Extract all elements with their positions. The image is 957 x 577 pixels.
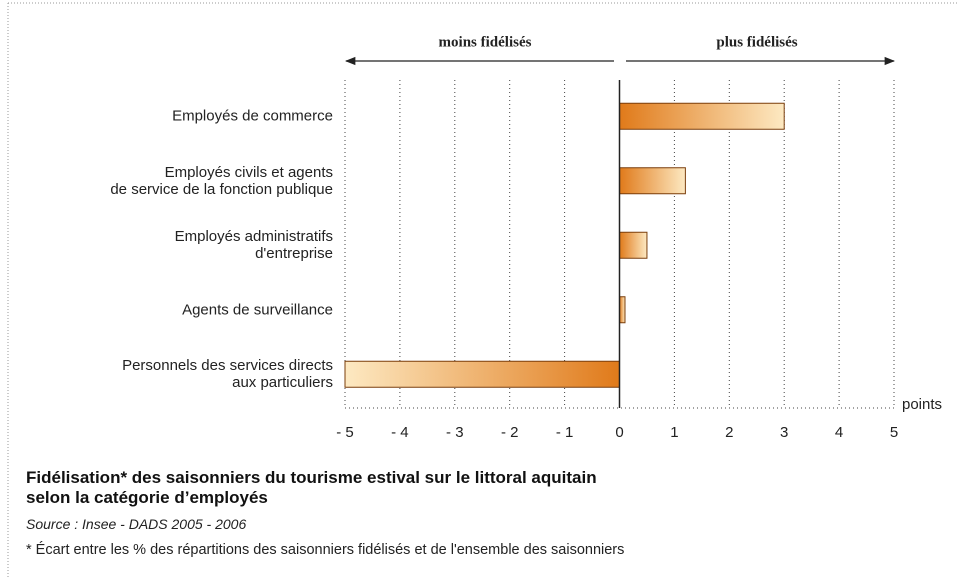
x-tick-label: 3	[780, 424, 788, 441]
category-label: Agents de surveillance	[182, 301, 333, 319]
x-tick-label: - 3	[446, 424, 464, 441]
x-tick-label: 5	[890, 424, 898, 441]
category-label: Employés administratifs d'entreprise	[174, 228, 333, 263]
bar	[619, 231, 648, 259]
x-tick-label: 4	[835, 424, 843, 441]
x-axis-label: points	[902, 396, 942, 413]
source: Source : Insee - DADS 2005 - 2006	[26, 516, 247, 532]
x-tick-label: - 1	[556, 424, 574, 441]
footnote: * Écart entre les % des répartitions des…	[26, 542, 625, 558]
bar	[619, 167, 686, 195]
x-tick-label: 2	[725, 424, 733, 441]
bar	[344, 360, 620, 388]
chart-title: Fidélisation* des saisonniers du tourism…	[26, 468, 597, 507]
x-tick-label: - 4	[391, 424, 409, 441]
x-tick-label: - 2	[501, 424, 519, 441]
bar	[619, 296, 626, 324]
annotation: moins fidélisés	[439, 34, 532, 50]
category-label: Personnels des services directs aux part…	[122, 357, 333, 392]
annotation: plus fidélisés	[716, 34, 797, 50]
x-tick-label: 0	[615, 424, 623, 441]
category-label: Employés de commerce	[172, 107, 333, 125]
x-tick-label: 1	[670, 424, 678, 441]
bar	[619, 102, 785, 130]
x-tick-label: - 5	[336, 424, 354, 441]
category-label: Employés civils et agents de service de …	[110, 163, 333, 198]
